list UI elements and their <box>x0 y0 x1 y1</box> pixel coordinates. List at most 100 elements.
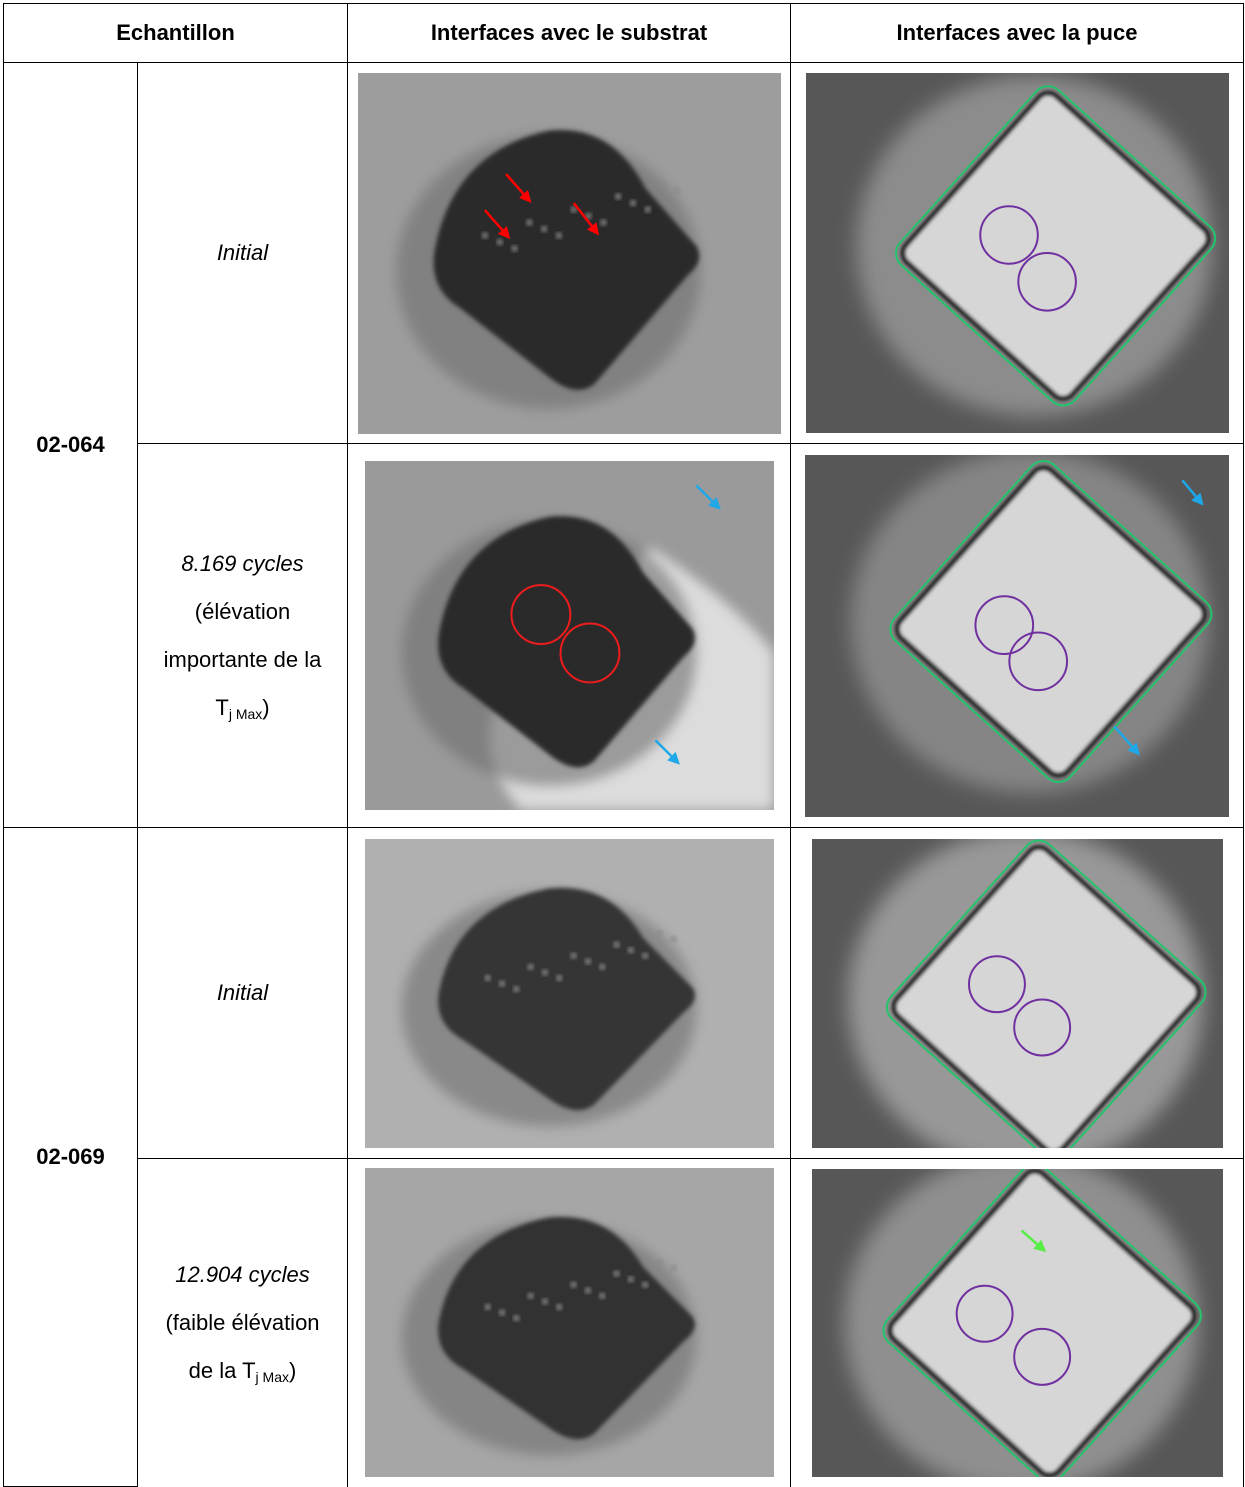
arrow-shaft <box>1020 1229 1038 1245</box>
bright-spot <box>655 930 662 937</box>
substrate-image <box>357 72 781 434</box>
bright-spot <box>484 1304 491 1311</box>
chip-image <box>811 1168 1223 1477</box>
bright-spot <box>525 218 532 225</box>
bright-spot <box>481 231 488 238</box>
condition: 8.169 cycles <box>181 550 304 576</box>
row: 02-069 Initial <box>3 827 1244 1487</box>
image-cell <box>347 443 791 828</box>
bright-spot <box>641 952 648 959</box>
chip-image <box>805 73 1229 433</box>
substrate-image <box>364 461 774 810</box>
substrate-image <box>364 838 774 1148</box>
bright-spot <box>598 1293 605 1300</box>
die-body <box>887 1168 1196 1477</box>
die-shape <box>437 1217 695 1440</box>
marker-circle <box>955 1284 1014 1343</box>
image-cell <box>790 827 1244 1159</box>
image-cell <box>347 62 791 444</box>
row: 8.169 cycles (élévation importante de la … <box>4 443 1244 828</box>
bright-spot <box>613 1270 620 1277</box>
bright-spot <box>498 980 505 987</box>
arrow-shaft <box>504 172 524 195</box>
arrow-head <box>1191 492 1204 506</box>
die-outline <box>894 85 1216 407</box>
note: (faible élévation de la T <box>165 1309 320 1383</box>
bright-spot <box>670 1265 677 1272</box>
marker-circle <box>1016 252 1077 312</box>
sample-name: 02-064 <box>3 62 138 828</box>
bright-spot <box>584 1287 591 1294</box>
arrow-shaft <box>694 484 713 503</box>
chip-image <box>811 838 1223 1148</box>
note: (élévation importante de la T <box>163 598 322 720</box>
marker-circle <box>1012 998 1071 1056</box>
bright-spot <box>673 186 680 193</box>
bright-spot <box>540 225 547 232</box>
bright-spot <box>496 238 503 245</box>
die-outline <box>881 1168 1202 1477</box>
row: 12.904 cycles (faible élévation de la Tj … <box>4 1158 1244 1487</box>
condition: Initial <box>216 240 269 265</box>
note-subscript: j Max <box>228 705 263 722</box>
condition-cell: Initial <box>137 827 348 1159</box>
bright-spot <box>570 205 577 212</box>
bright-spot <box>570 952 577 959</box>
bright-spot <box>498 1309 505 1316</box>
bright-spot <box>670 935 677 942</box>
header-cell: Interfaces avec le substrat <box>347 3 791 63</box>
bright-spot <box>527 963 534 970</box>
bright-spot <box>599 218 606 225</box>
note-subscript: j Max <box>255 1368 289 1385</box>
bright-spot <box>659 179 666 186</box>
condition: Initial <box>216 980 269 1005</box>
header-cell: Echantillon <box>3 3 348 63</box>
marker-circle <box>1008 631 1069 691</box>
arrow-head <box>666 751 680 765</box>
marker-circle <box>967 954 1026 1013</box>
arrow-head <box>1127 741 1140 755</box>
marker-circle <box>509 584 571 646</box>
die-shape <box>433 129 699 390</box>
note: ) <box>288 1357 297 1383</box>
arrow-head <box>707 497 721 510</box>
condition-cell: 12.904 cycles (faible élévation de la Tj … <box>137 1158 348 1487</box>
results-table: Echantillon Interfaces avec le substrat … <box>3 3 1244 1487</box>
condition-cell: Initial <box>137 62 348 444</box>
arrow-shaft <box>1113 725 1133 747</box>
die-shape <box>437 516 695 768</box>
arrow-shaft <box>1181 479 1197 497</box>
bright-spot <box>484 974 491 981</box>
bright-spot <box>584 957 591 964</box>
marker-circle <box>978 205 1039 265</box>
bright-spot <box>585 212 592 219</box>
bright-spot <box>644 205 651 212</box>
bright-spot <box>555 1304 562 1311</box>
arrow-head <box>586 221 599 235</box>
note: ) <box>262 694 270 720</box>
marker-circle <box>1012 1327 1071 1386</box>
row: 02-064 Initial <box>3 62 1244 828</box>
bright-spot <box>627 946 634 953</box>
marker-circle <box>974 594 1035 655</box>
image-cell <box>347 827 791 1159</box>
image-cell <box>790 62 1244 444</box>
die <box>889 459 1213 783</box>
image-cell <box>347 1158 791 1487</box>
bright-spot <box>555 974 562 981</box>
substrate-image <box>364 1168 774 1478</box>
bright-spot <box>555 231 562 238</box>
bright-spot <box>512 985 519 992</box>
bright-spot <box>511 244 518 251</box>
bright-spot <box>512 1315 519 1322</box>
bright-spot <box>641 1282 648 1289</box>
bright-spot <box>570 1282 577 1289</box>
image-cell <box>790 443 1244 828</box>
arrow-shaft <box>654 739 672 758</box>
header-row: Echantillon Interfaces avec le substrat … <box>3 3 1244 63</box>
die <box>894 85 1216 407</box>
bright-spot <box>629 199 636 206</box>
condition-cell: 8.169 cycles (élévation importante de la … <box>137 443 348 828</box>
die-body <box>900 90 1211 401</box>
